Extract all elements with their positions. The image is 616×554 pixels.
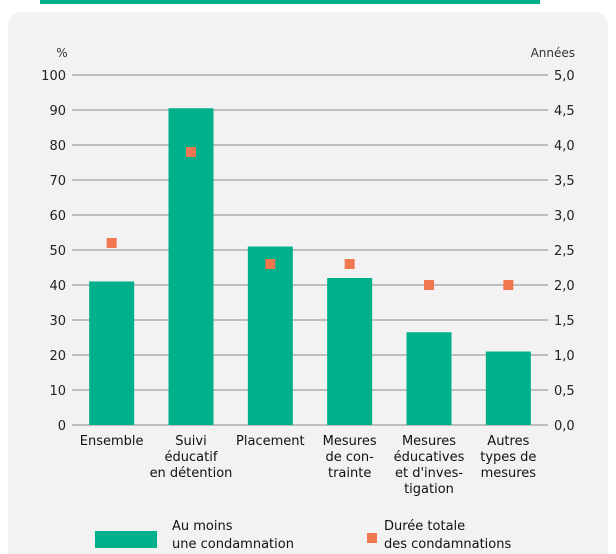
category-label-line: Autres: [487, 434, 529, 449]
right-tick-label: 5,0: [554, 69, 575, 84]
legend-marker-label-line2: des condamnations: [384, 537, 511, 552]
legend-bar-label-line1: Au moins: [172, 519, 233, 534]
right-tick-label: 1,5: [554, 314, 575, 329]
category-label: Ensemble: [80, 434, 144, 449]
right-tick-label: 3,0: [554, 209, 575, 224]
top-accent-strip: [0, 0, 616, 7]
left-tick-label: 40: [49, 279, 66, 294]
grid-layer: [72, 74, 548, 426]
category-label: Autres types de mesures: [480, 434, 536, 481]
duration-marker: [106, 238, 117, 248]
right-axis-unit: Années: [531, 46, 575, 60]
left-tick-label: 100: [41, 69, 66, 84]
category-label-line: mesures: [481, 466, 537, 481]
category-label-line: types de: [480, 450, 536, 465]
category-label-line: Mesures: [402, 434, 456, 449]
category-label-line: éducatif: [165, 450, 218, 465]
left-tick-label: 90: [49, 104, 66, 119]
bar: [168, 108, 214, 425]
category-label-line: Suivi: [175, 434, 206, 449]
category-label: Mesures de con-trainte: [323, 434, 377, 481]
legend-bar-swatch: [95, 531, 157, 548]
category-label-line: et d'inves-: [395, 466, 463, 481]
category-labels: Ensemble Suivi éducatif en détentionPlaceme…: [80, 434, 537, 497]
left-axis-unit: %: [56, 46, 67, 60]
duration-marker: [503, 280, 514, 290]
category-label: Placement: [236, 434, 305, 449]
duration-marker: [424, 280, 434, 290]
left-tick-label: 10: [49, 384, 66, 399]
legend-bar-label-line2: une condamnation: [172, 537, 294, 552]
left-tick-label: 60: [49, 209, 66, 224]
right-tick-label: 2,0: [554, 279, 575, 294]
category-label-line: Placement: [236, 434, 305, 449]
right-tick-label: 4,0: [554, 139, 575, 154]
bar: [247, 246, 293, 425]
category-label-line: Ensemble: [80, 434, 144, 449]
right-axis: 0,0 0,5 1,0 1,5 2,0 2,5 3,0 3,5 4,0 4,5 5,0: [554, 69, 575, 434]
right-tick-label: 0,5: [554, 384, 575, 399]
left-tick-label: 20: [49, 349, 66, 364]
duration-marker: [186, 147, 196, 157]
category-label-line: éducatives: [394, 450, 465, 465]
category-label-line: tigation: [404, 482, 454, 497]
duration-marker: [265, 259, 276, 269]
left-tick-label: 50: [49, 244, 66, 259]
left-tick-label: 0: [58, 419, 66, 434]
category-label-line: de con-: [325, 450, 374, 465]
bar: [327, 278, 373, 425]
category-label-line: Mesures: [323, 434, 377, 449]
category-label-line: en détention: [150, 466, 233, 481]
bars-layer: [89, 108, 531, 425]
category-label: Suivi éducatif en détention: [150, 434, 233, 481]
legend-marker-label-line1: Durée totale: [384, 519, 465, 534]
right-tick-label: 4,5: [554, 104, 575, 119]
category-label: Mesures éducatives et d'inves-tigation: [394, 434, 465, 497]
bar: [406, 332, 452, 425]
category-label-line: trainte: [328, 466, 371, 481]
legend: Au moins une condamnation Durée totale d…: [95, 519, 511, 552]
right-tick-label: 0,0: [554, 419, 575, 434]
left-axis: 0 10 20 30 40 50 60 70 80 90 100: [41, 69, 66, 434]
right-tick-label: 3,5: [554, 174, 575, 189]
bar: [485, 351, 531, 425]
markers-layer: [106, 147, 514, 290]
right-tick-label: 1,0: [554, 349, 575, 364]
legend-marker-swatch: [367, 533, 377, 543]
left-tick-label: 80: [49, 139, 66, 154]
right-tick-label: 2,5: [554, 244, 575, 259]
duration-marker: [344, 259, 355, 269]
left-tick-label: 70: [49, 174, 66, 189]
left-tick-label: 30: [49, 314, 66, 329]
bar: [89, 281, 135, 425]
